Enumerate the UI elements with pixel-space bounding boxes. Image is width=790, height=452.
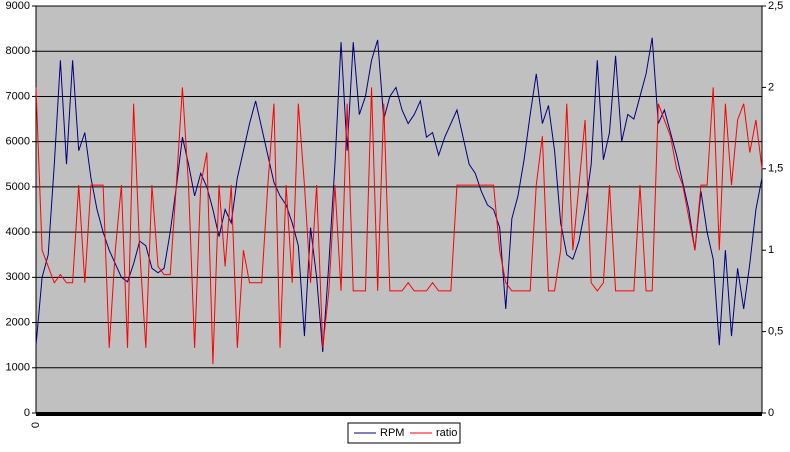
y-tick-label: 5000 [6,181,30,193]
plot-area [36,6,762,413]
y-tick-label: 6000 [6,136,30,148]
y-tick-label: 7000 [6,90,30,102]
y2-tick-label: 0,5 [768,326,783,338]
y-tick-label: 3000 [6,271,30,283]
legend-label: RPM [380,427,404,439]
y-tick-label: 8000 [6,45,30,57]
y2-tick-label: 1,5 [768,163,783,175]
legend-label: ratio [436,427,457,439]
series-line [35,87,763,365]
y-tick-label: 4000 [6,226,30,238]
y2-tick-label: 1 [768,244,774,256]
y-tick-label: 1000 [6,362,30,374]
y2-tick-label: 2 [768,81,774,93]
y-tick-label: 2000 [6,316,30,328]
y2-tick-label: 0 [768,407,774,419]
legend-box [347,422,461,444]
y-tick-label: 0 [24,407,30,419]
y-tick-label: 9000 [6,0,30,12]
series-line [35,37,763,352]
x-tick-label: 0 [30,422,42,428]
y2-tick-label: 2,5 [768,0,783,12]
